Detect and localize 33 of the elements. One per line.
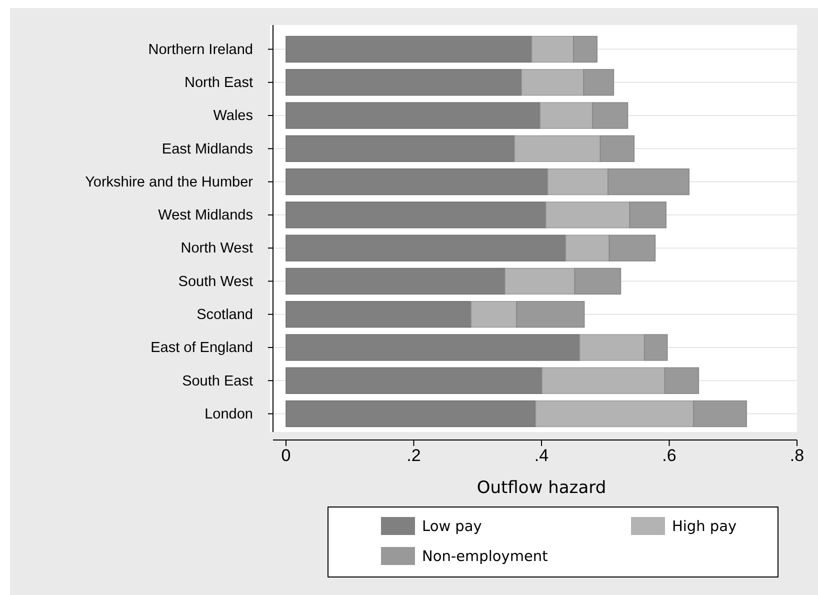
x-tick-label: .8: [790, 446, 804, 466]
bar: [286, 400, 536, 428]
bar: [286, 135, 516, 162]
x-tick-label: .6: [662, 446, 676, 466]
y-tick-label: South West: [178, 274, 253, 290]
bar: [286, 168, 548, 196]
x-axis-title: Outflow hazard: [476, 478, 606, 498]
y-tick-label: East of England: [150, 340, 253, 356]
y-tick-label: Scotland: [196, 306, 253, 323]
legend-label: High pay: [672, 519, 738, 535]
bar: [286, 36, 532, 63]
y-tick-label: South East: [182, 373, 253, 390]
y-tick-label: London: [204, 406, 253, 422]
x-tick-label: .4: [534, 446, 549, 466]
bar: [286, 301, 472, 328]
y-tick-label: East Midlands: [162, 141, 253, 158]
bar: [286, 268, 506, 295]
y-tick-label: North West: [180, 240, 253, 257]
bar: [286, 202, 546, 228]
bar: [286, 102, 541, 129]
bar: [286, 69, 522, 96]
y-tick-label: Wales: [213, 108, 253, 124]
y-tick-label: Yorkshire and the Humber: [85, 174, 254, 190]
bar: [286, 234, 566, 262]
legend-label: Low pay: [422, 519, 482, 535]
bar: [286, 367, 543, 394]
bar: [286, 334, 580, 361]
y-tick-label: North East: [184, 75, 253, 92]
x-tick-label: 0: [281, 446, 291, 466]
x-tick-label: .2: [406, 446, 421, 466]
legend-label: Non-employment: [422, 549, 548, 565]
y-tick-label: West Midlands: [158, 208, 253, 224]
y-tick-label: Northern Ireland: [148, 42, 253, 58]
